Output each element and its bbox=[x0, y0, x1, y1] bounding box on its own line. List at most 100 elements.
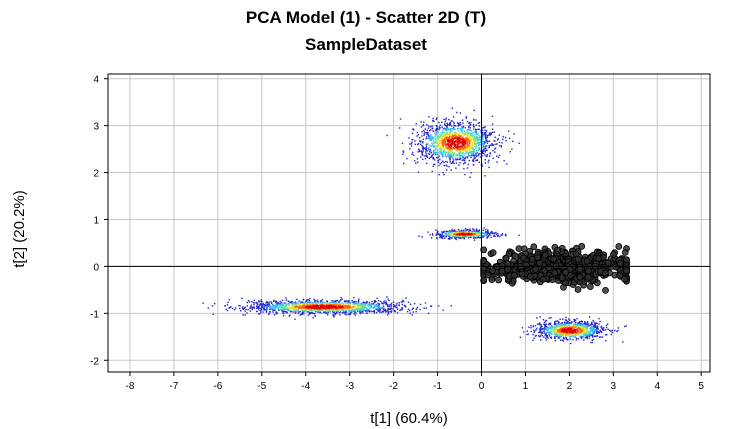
density-point bbox=[472, 138, 474, 141]
density-point bbox=[273, 304, 275, 307]
density-point bbox=[274, 309, 276, 312]
density-point bbox=[437, 141, 439, 144]
density-point bbox=[351, 308, 354, 310]
density-point bbox=[436, 145, 439, 147]
density-point bbox=[446, 123, 449, 126]
density-point bbox=[498, 154, 501, 157]
density-point bbox=[562, 329, 564, 332]
density-point bbox=[532, 339, 534, 341]
density-point bbox=[444, 143, 446, 146]
density-point bbox=[455, 237, 457, 240]
density-point bbox=[207, 307, 209, 309]
density-point bbox=[462, 126, 465, 128]
density-point bbox=[271, 303, 274, 306]
density-point bbox=[268, 313, 270, 316]
density-point bbox=[501, 233, 504, 235]
density-point bbox=[467, 126, 470, 128]
sample-marker bbox=[574, 286, 582, 293]
density-point bbox=[455, 238, 457, 241]
density-point bbox=[448, 133, 450, 135]
density-point bbox=[586, 321, 589, 323]
density-point bbox=[389, 307, 392, 310]
density-point bbox=[566, 333, 568, 336]
density-point bbox=[581, 337, 583, 339]
density-point bbox=[429, 137, 432, 139]
density-point bbox=[472, 150, 475, 153]
density-point bbox=[572, 335, 575, 338]
density-point bbox=[474, 131, 477, 134]
density-point bbox=[487, 235, 490, 238]
density-point bbox=[323, 305, 325, 308]
density-point bbox=[438, 147, 441, 150]
density-point bbox=[366, 301, 368, 303]
density-point bbox=[352, 308, 355, 311]
density-point bbox=[561, 332, 564, 335]
density-point bbox=[355, 306, 357, 308]
density-point bbox=[539, 336, 541, 338]
density-point bbox=[363, 303, 366, 305]
density-point bbox=[509, 151, 512, 153]
density-point bbox=[465, 233, 468, 236]
density-point bbox=[300, 313, 302, 316]
density-point bbox=[466, 233, 468, 236]
density-point bbox=[475, 232, 477, 235]
density-point bbox=[313, 306, 315, 308]
density-point bbox=[426, 143, 428, 145]
density-point bbox=[369, 305, 371, 307]
density-point bbox=[474, 143, 476, 146]
density-point bbox=[617, 327, 620, 329]
density-point bbox=[555, 320, 557, 322]
density-point bbox=[518, 142, 520, 144]
density-point bbox=[497, 232, 499, 235]
sample-marker bbox=[616, 260, 624, 267]
density-point bbox=[445, 155, 448, 158]
density-point bbox=[448, 147, 451, 150]
density-point bbox=[372, 307, 374, 309]
sample-marker bbox=[551, 269, 559, 277]
density-point bbox=[557, 323, 559, 325]
density-point bbox=[383, 302, 386, 304]
density-point bbox=[559, 326, 561, 328]
density-point bbox=[429, 135, 432, 138]
density-point bbox=[475, 159, 477, 162]
density-point bbox=[443, 174, 445, 176]
density-point bbox=[444, 232, 446, 234]
density-point bbox=[256, 303, 259, 306]
density-point bbox=[486, 134, 488, 137]
density-point bbox=[449, 132, 451, 134]
density-point bbox=[502, 135, 505, 138]
density-point bbox=[496, 143, 498, 145]
density-point bbox=[563, 321, 566, 324]
density-point bbox=[497, 138, 499, 140]
density-point bbox=[482, 142, 485, 144]
density-point bbox=[452, 146, 455, 149]
density-point bbox=[553, 328, 556, 331]
density-point bbox=[567, 327, 569, 329]
density-point bbox=[295, 309, 297, 311]
density-point bbox=[581, 335, 584, 338]
density-point bbox=[452, 155, 455, 157]
sample-marker bbox=[623, 256, 630, 264]
density-point bbox=[480, 150, 482, 152]
density-point bbox=[472, 163, 475, 166]
density-point bbox=[381, 302, 383, 304]
density-point bbox=[402, 299, 404, 301]
density-point bbox=[436, 157, 438, 159]
density-point bbox=[387, 305, 389, 308]
density-point bbox=[385, 302, 388, 305]
density-point bbox=[568, 332, 571, 334]
density-point bbox=[468, 140, 471, 143]
density-point bbox=[566, 327, 569, 329]
density-point bbox=[538, 331, 540, 334]
density-point bbox=[451, 138, 453, 140]
density-point bbox=[336, 299, 338, 302]
density-point bbox=[407, 308, 410, 311]
density-point bbox=[338, 308, 341, 310]
density-point bbox=[483, 148, 485, 150]
density-point bbox=[424, 157, 427, 160]
density-point bbox=[434, 151, 436, 153]
density-point bbox=[564, 319, 567, 321]
density-point bbox=[319, 300, 321, 303]
density-point bbox=[461, 234, 463, 236]
density-point bbox=[321, 309, 323, 312]
